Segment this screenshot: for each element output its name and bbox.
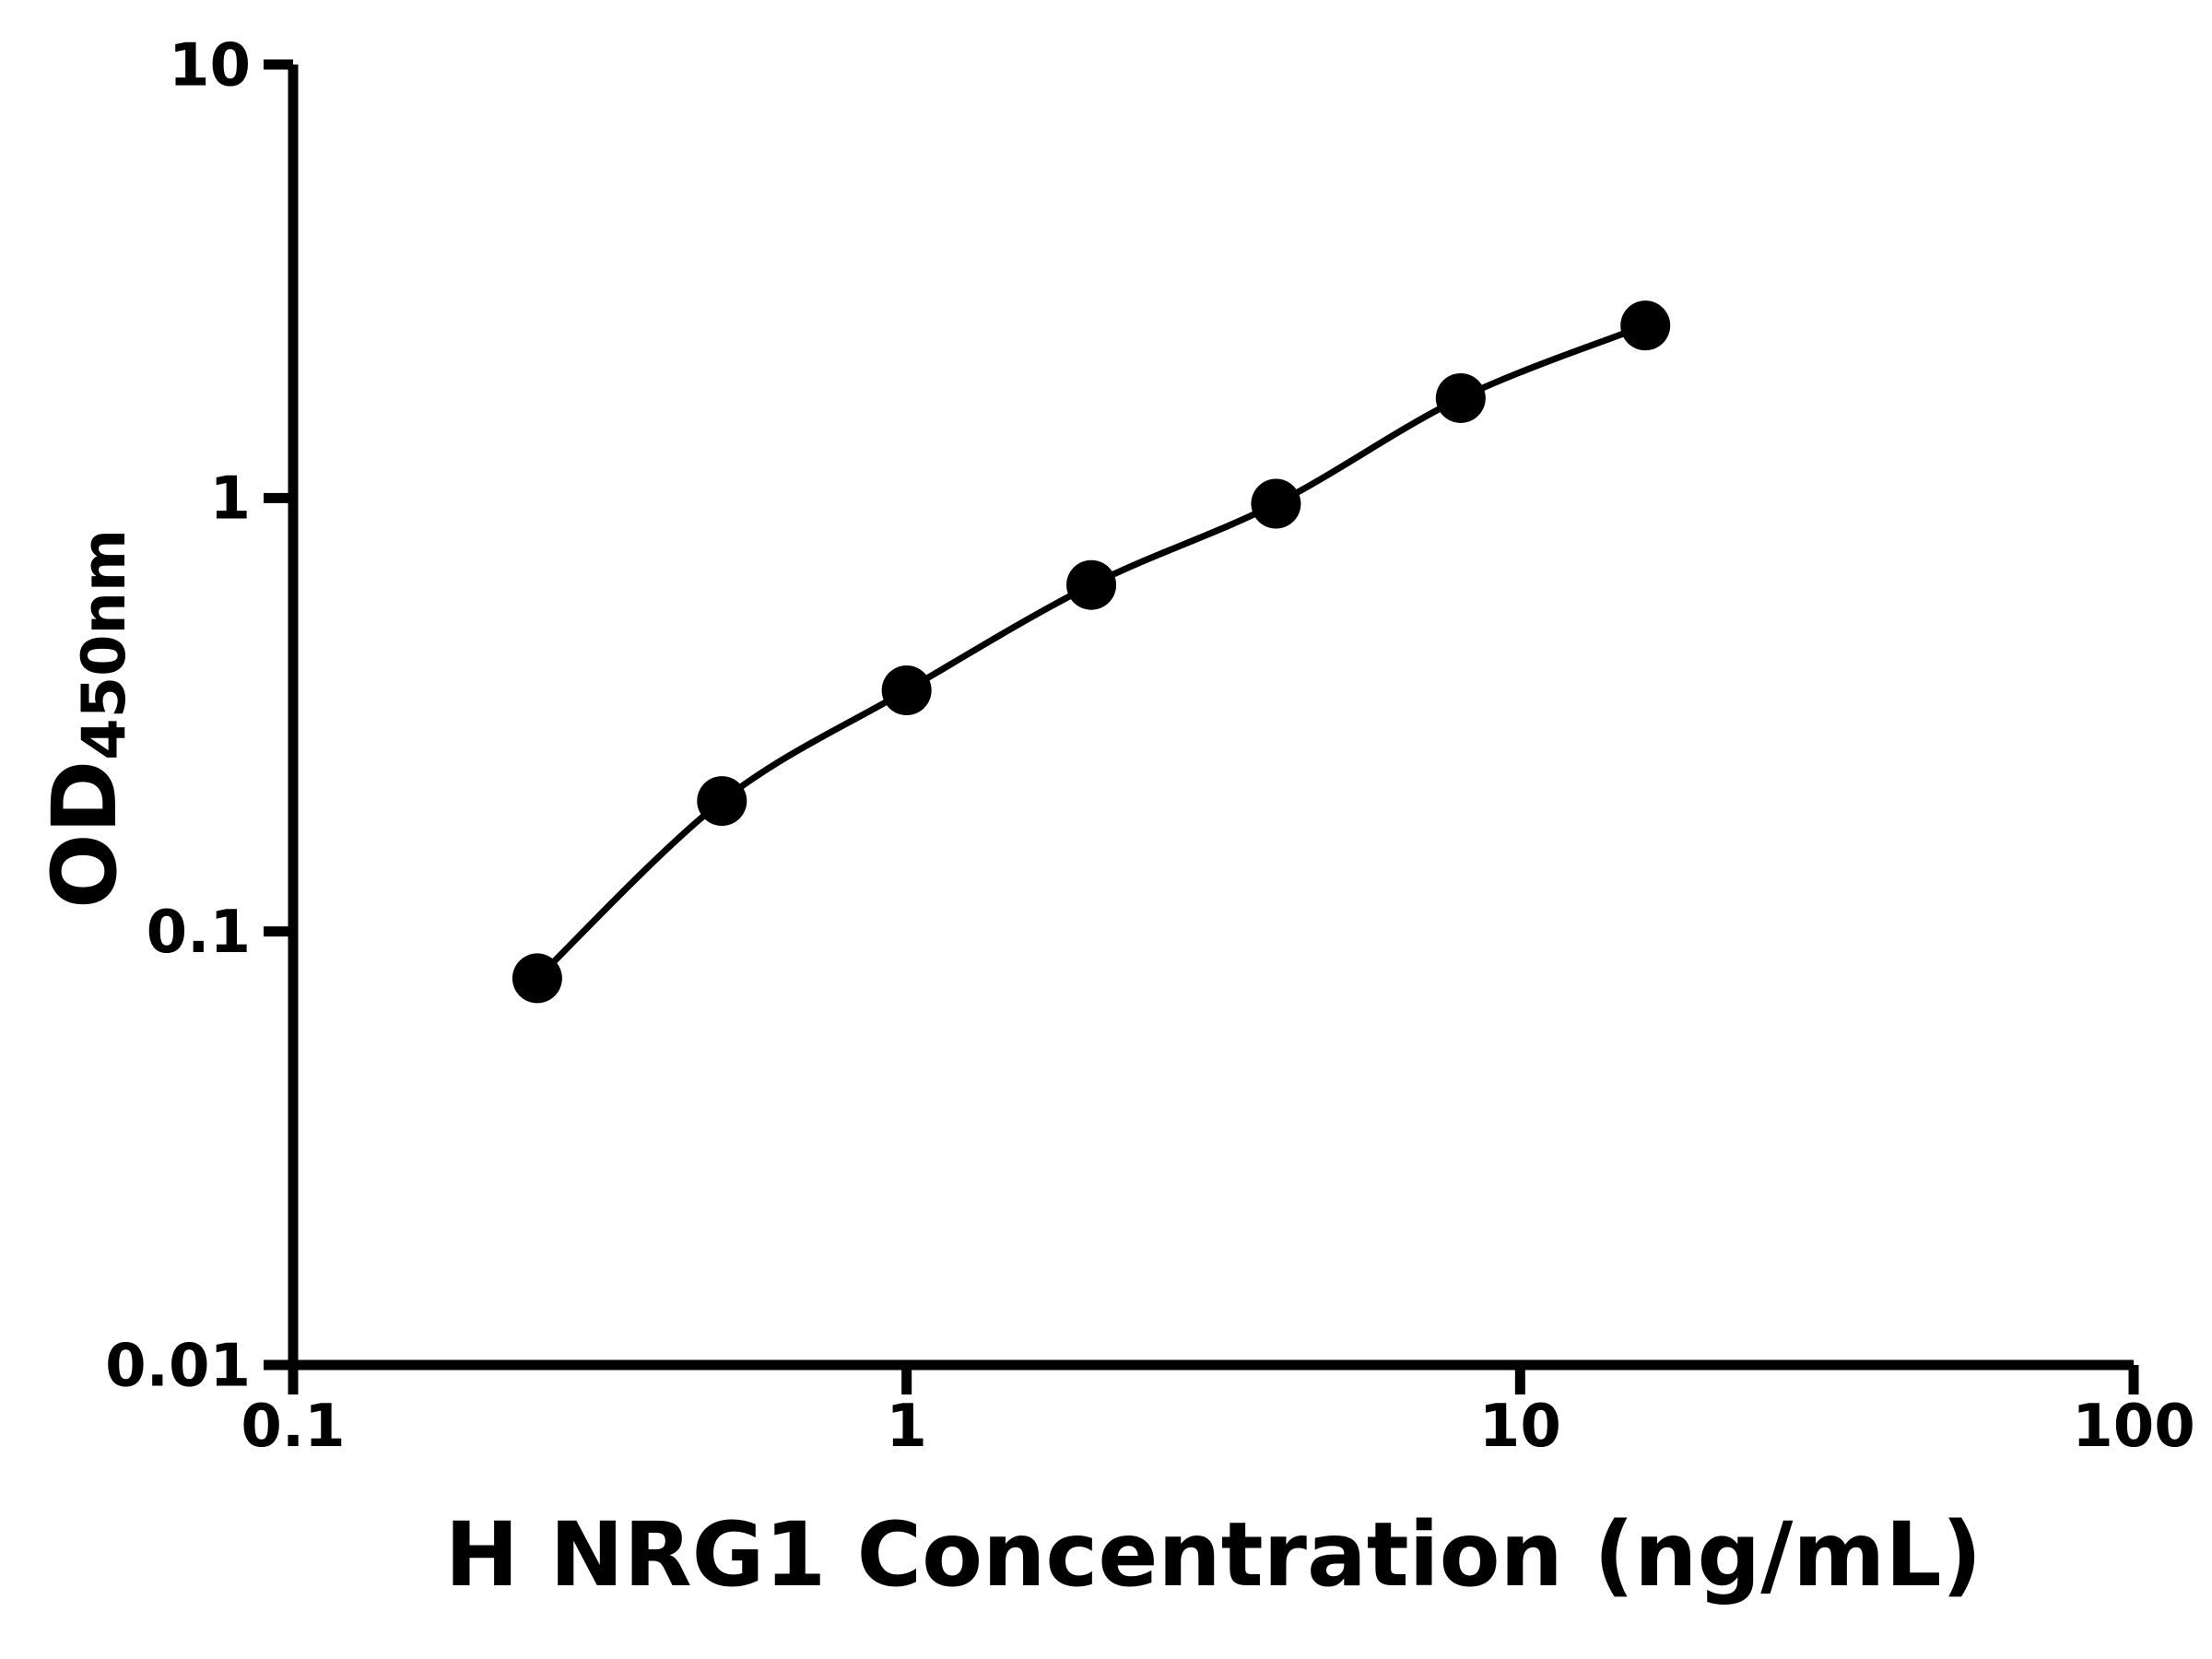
- y-tick-label: 0.01: [105, 1332, 251, 1400]
- x-axis-title: H NRG1 Concentration (ng/mL): [444, 1503, 1983, 1606]
- data-point: [1435, 372, 1486, 423]
- y-tick-label: 1: [209, 465, 251, 534]
- x-tick-label: 0.1: [241, 1393, 345, 1461]
- data-point: [881, 665, 932, 716]
- y-tick-label: 0.1: [147, 899, 251, 967]
- data-point: [1620, 300, 1671, 351]
- data-point: [512, 953, 562, 1004]
- data-point: [1066, 559, 1117, 610]
- data-point: [1251, 478, 1301, 529]
- y-axis-title: OD450nm: [33, 528, 140, 910]
- axis-spines: [288, 65, 2134, 1371]
- y-axis-title-main: OD: [33, 759, 136, 910]
- y-tick-label: 10: [169, 31, 251, 100]
- x-tick-label: 100: [2072, 1393, 2195, 1461]
- y-axis-title-subscript: 450nm: [69, 528, 140, 760]
- x-tick-label: 1: [886, 1393, 927, 1461]
- data-point: [697, 776, 747, 827]
- standard-curve-line: [535, 322, 1647, 981]
- x-tick-label: 10: [1479, 1393, 1561, 1461]
